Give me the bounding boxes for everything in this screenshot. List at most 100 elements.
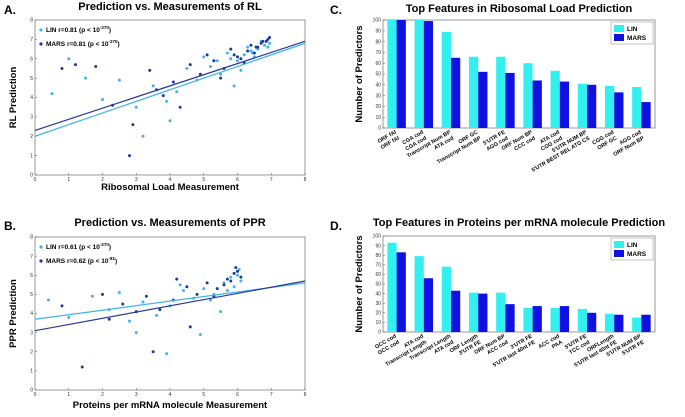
legend-swatch xyxy=(614,34,624,41)
legend-marker xyxy=(39,28,43,32)
legend-exponent: -270 xyxy=(100,25,110,30)
y-tick-label: 40 xyxy=(375,291,381,297)
point xyxy=(246,49,250,53)
point xyxy=(232,285,236,289)
point xyxy=(259,41,263,45)
point xyxy=(264,39,268,43)
y-axis-label: PPR Prediction xyxy=(8,279,19,348)
point xyxy=(117,78,121,82)
point xyxy=(239,279,243,283)
bar xyxy=(387,20,397,128)
point xyxy=(239,275,243,279)
point xyxy=(232,271,236,275)
bar xyxy=(478,293,488,332)
x-tick-label: 6 xyxy=(236,392,239,398)
y-axis-label: Number of Predictors xyxy=(354,25,365,122)
bar xyxy=(523,308,533,332)
point xyxy=(50,92,54,96)
y-tick-label: 90 xyxy=(375,29,381,35)
point xyxy=(261,39,265,43)
legend-label: MARS r=0.81 (p < 10-270) xyxy=(46,39,120,48)
point xyxy=(155,313,158,317)
bar xyxy=(414,20,424,128)
point xyxy=(185,285,189,289)
legend-swatch xyxy=(614,25,624,32)
y-tick-label: 40 xyxy=(375,83,381,89)
point xyxy=(249,43,253,47)
chart-title: Top Features in Ribosomal Load Predictio… xyxy=(406,3,633,15)
bar xyxy=(532,80,542,128)
point xyxy=(266,37,270,41)
bar xyxy=(396,252,406,332)
bar xyxy=(559,81,570,128)
y-tick-label: 5 xyxy=(30,76,33,82)
fit-line xyxy=(34,280,306,332)
point xyxy=(165,99,169,103)
point xyxy=(161,94,165,98)
chart-title: Top Features in Proteins per mRNA molecu… xyxy=(373,217,665,229)
point xyxy=(236,59,239,63)
x-tick-label: 6 xyxy=(236,177,239,183)
point xyxy=(219,76,223,80)
point xyxy=(198,333,202,337)
legend-end: ) xyxy=(109,244,111,251)
bar xyxy=(577,83,587,128)
bar xyxy=(468,56,479,128)
point xyxy=(128,154,131,158)
x-axis-label: Ribosomal Load Measurement xyxy=(101,182,240,193)
bar xyxy=(523,63,533,129)
point xyxy=(128,319,131,323)
y-tick-label: 1 xyxy=(30,369,33,375)
point xyxy=(202,287,206,291)
bar xyxy=(387,242,397,332)
bar xyxy=(414,256,424,332)
legend-label: MARS xyxy=(627,35,647,42)
point xyxy=(242,53,246,57)
point xyxy=(185,66,189,70)
bar xyxy=(604,85,615,128)
point xyxy=(178,105,182,109)
point xyxy=(107,317,111,321)
bar xyxy=(423,21,434,128)
x-tick-label: 5 xyxy=(202,392,205,398)
point xyxy=(94,65,98,68)
legend-exponent: -81 xyxy=(109,256,116,261)
point xyxy=(90,294,94,298)
bar xyxy=(614,314,624,332)
point xyxy=(232,84,236,88)
legend-label: LIN r=0.81 (p < 10-270) xyxy=(46,25,111,34)
legend-end: ) xyxy=(118,41,120,48)
y-tick-label: 60 xyxy=(375,272,381,278)
point xyxy=(268,35,272,39)
x-tick-label: 8 xyxy=(304,177,307,183)
legend-label: LIN xyxy=(627,242,638,249)
bar xyxy=(451,290,461,332)
legend-exponent: -270 xyxy=(100,242,110,247)
y-tick-label: 0 xyxy=(30,388,33,394)
point xyxy=(182,289,185,293)
legend-label: MARS r=0.62 (p < 10-81) xyxy=(46,256,117,265)
point xyxy=(151,350,155,354)
point xyxy=(121,302,125,306)
point xyxy=(188,63,192,67)
point xyxy=(168,119,172,123)
y-tick-label: 100 xyxy=(373,18,382,24)
point xyxy=(101,292,104,296)
point xyxy=(239,68,243,72)
point xyxy=(219,310,223,314)
y-tick-label: 90 xyxy=(375,243,381,249)
point xyxy=(229,275,233,279)
point xyxy=(188,325,192,329)
y-axis-label: Number of Predictors xyxy=(354,235,365,332)
legend-marker xyxy=(39,42,43,46)
y-tick-label: 30 xyxy=(375,93,381,99)
legend-label: MARS xyxy=(627,251,647,258)
x-axis-label: Proteins per mRNA molecule Measurement xyxy=(73,400,268,411)
bar xyxy=(423,278,434,332)
x-tick-label: 1 xyxy=(67,392,70,398)
y-tick-label: 5 xyxy=(30,292,33,298)
x-tick-label: 0 xyxy=(34,177,37,183)
bar xyxy=(451,57,461,128)
y-tick-label: 0 xyxy=(30,173,33,179)
legend-swatch xyxy=(614,250,624,257)
